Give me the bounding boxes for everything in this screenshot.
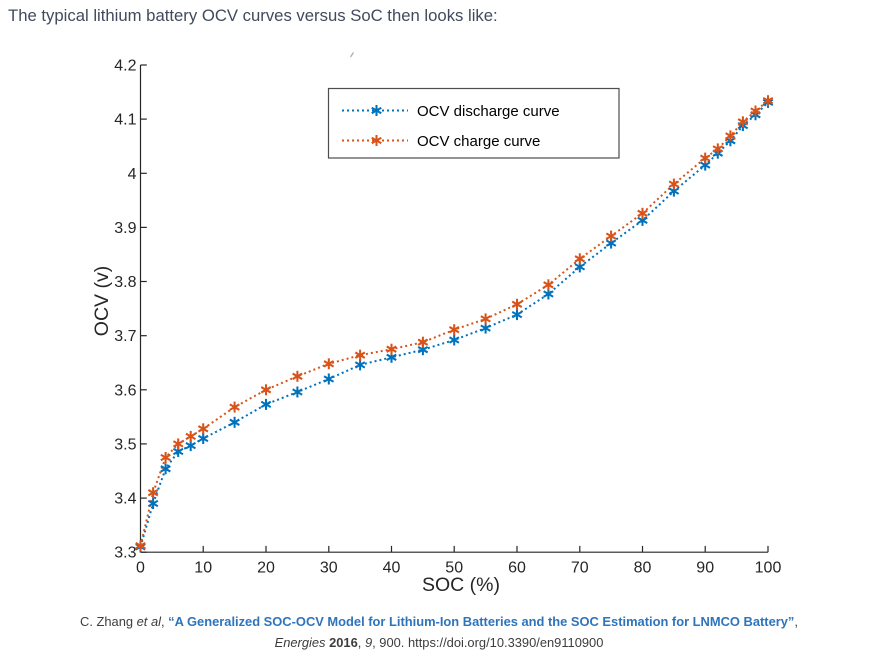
svg-text:3.7: 3.7 <box>114 328 136 345</box>
svg-text:100: 100 <box>755 560 782 577</box>
svg-text:3.5: 3.5 <box>114 436 136 453</box>
svg-text:80: 80 <box>634 560 652 577</box>
svg-text:3.4: 3.4 <box>114 491 136 508</box>
svg-text:OCV (v): OCV (v) <box>91 266 113 336</box>
svg-text:4: 4 <box>128 166 137 183</box>
svg-text:3.9: 3.9 <box>114 220 136 237</box>
svg-text:4.1: 4.1 <box>114 112 136 129</box>
svg-text:0: 0 <box>136 560 145 577</box>
svg-text:OCV discharge curve: OCV discharge curve <box>417 103 560 120</box>
svg-text:90: 90 <box>696 560 714 577</box>
svg-text:40: 40 <box>383 560 401 577</box>
svg-text:4.2: 4.2 <box>114 58 136 75</box>
svg-text:3.6: 3.6 <box>114 382 136 399</box>
svg-text:OCV charge curve: OCV charge curve <box>417 133 540 150</box>
svg-text:SOC (%): SOC (%) <box>422 574 500 596</box>
svg-text:50: 50 <box>445 560 463 577</box>
svg-text:3.3: 3.3 <box>114 545 136 562</box>
svg-text:20: 20 <box>257 560 275 577</box>
svg-text:60: 60 <box>508 560 526 577</box>
svg-text:10: 10 <box>194 560 212 577</box>
svg-text:3.8: 3.8 <box>114 274 136 291</box>
svg-text:70: 70 <box>571 560 589 577</box>
svg-text:30: 30 <box>320 560 338 577</box>
